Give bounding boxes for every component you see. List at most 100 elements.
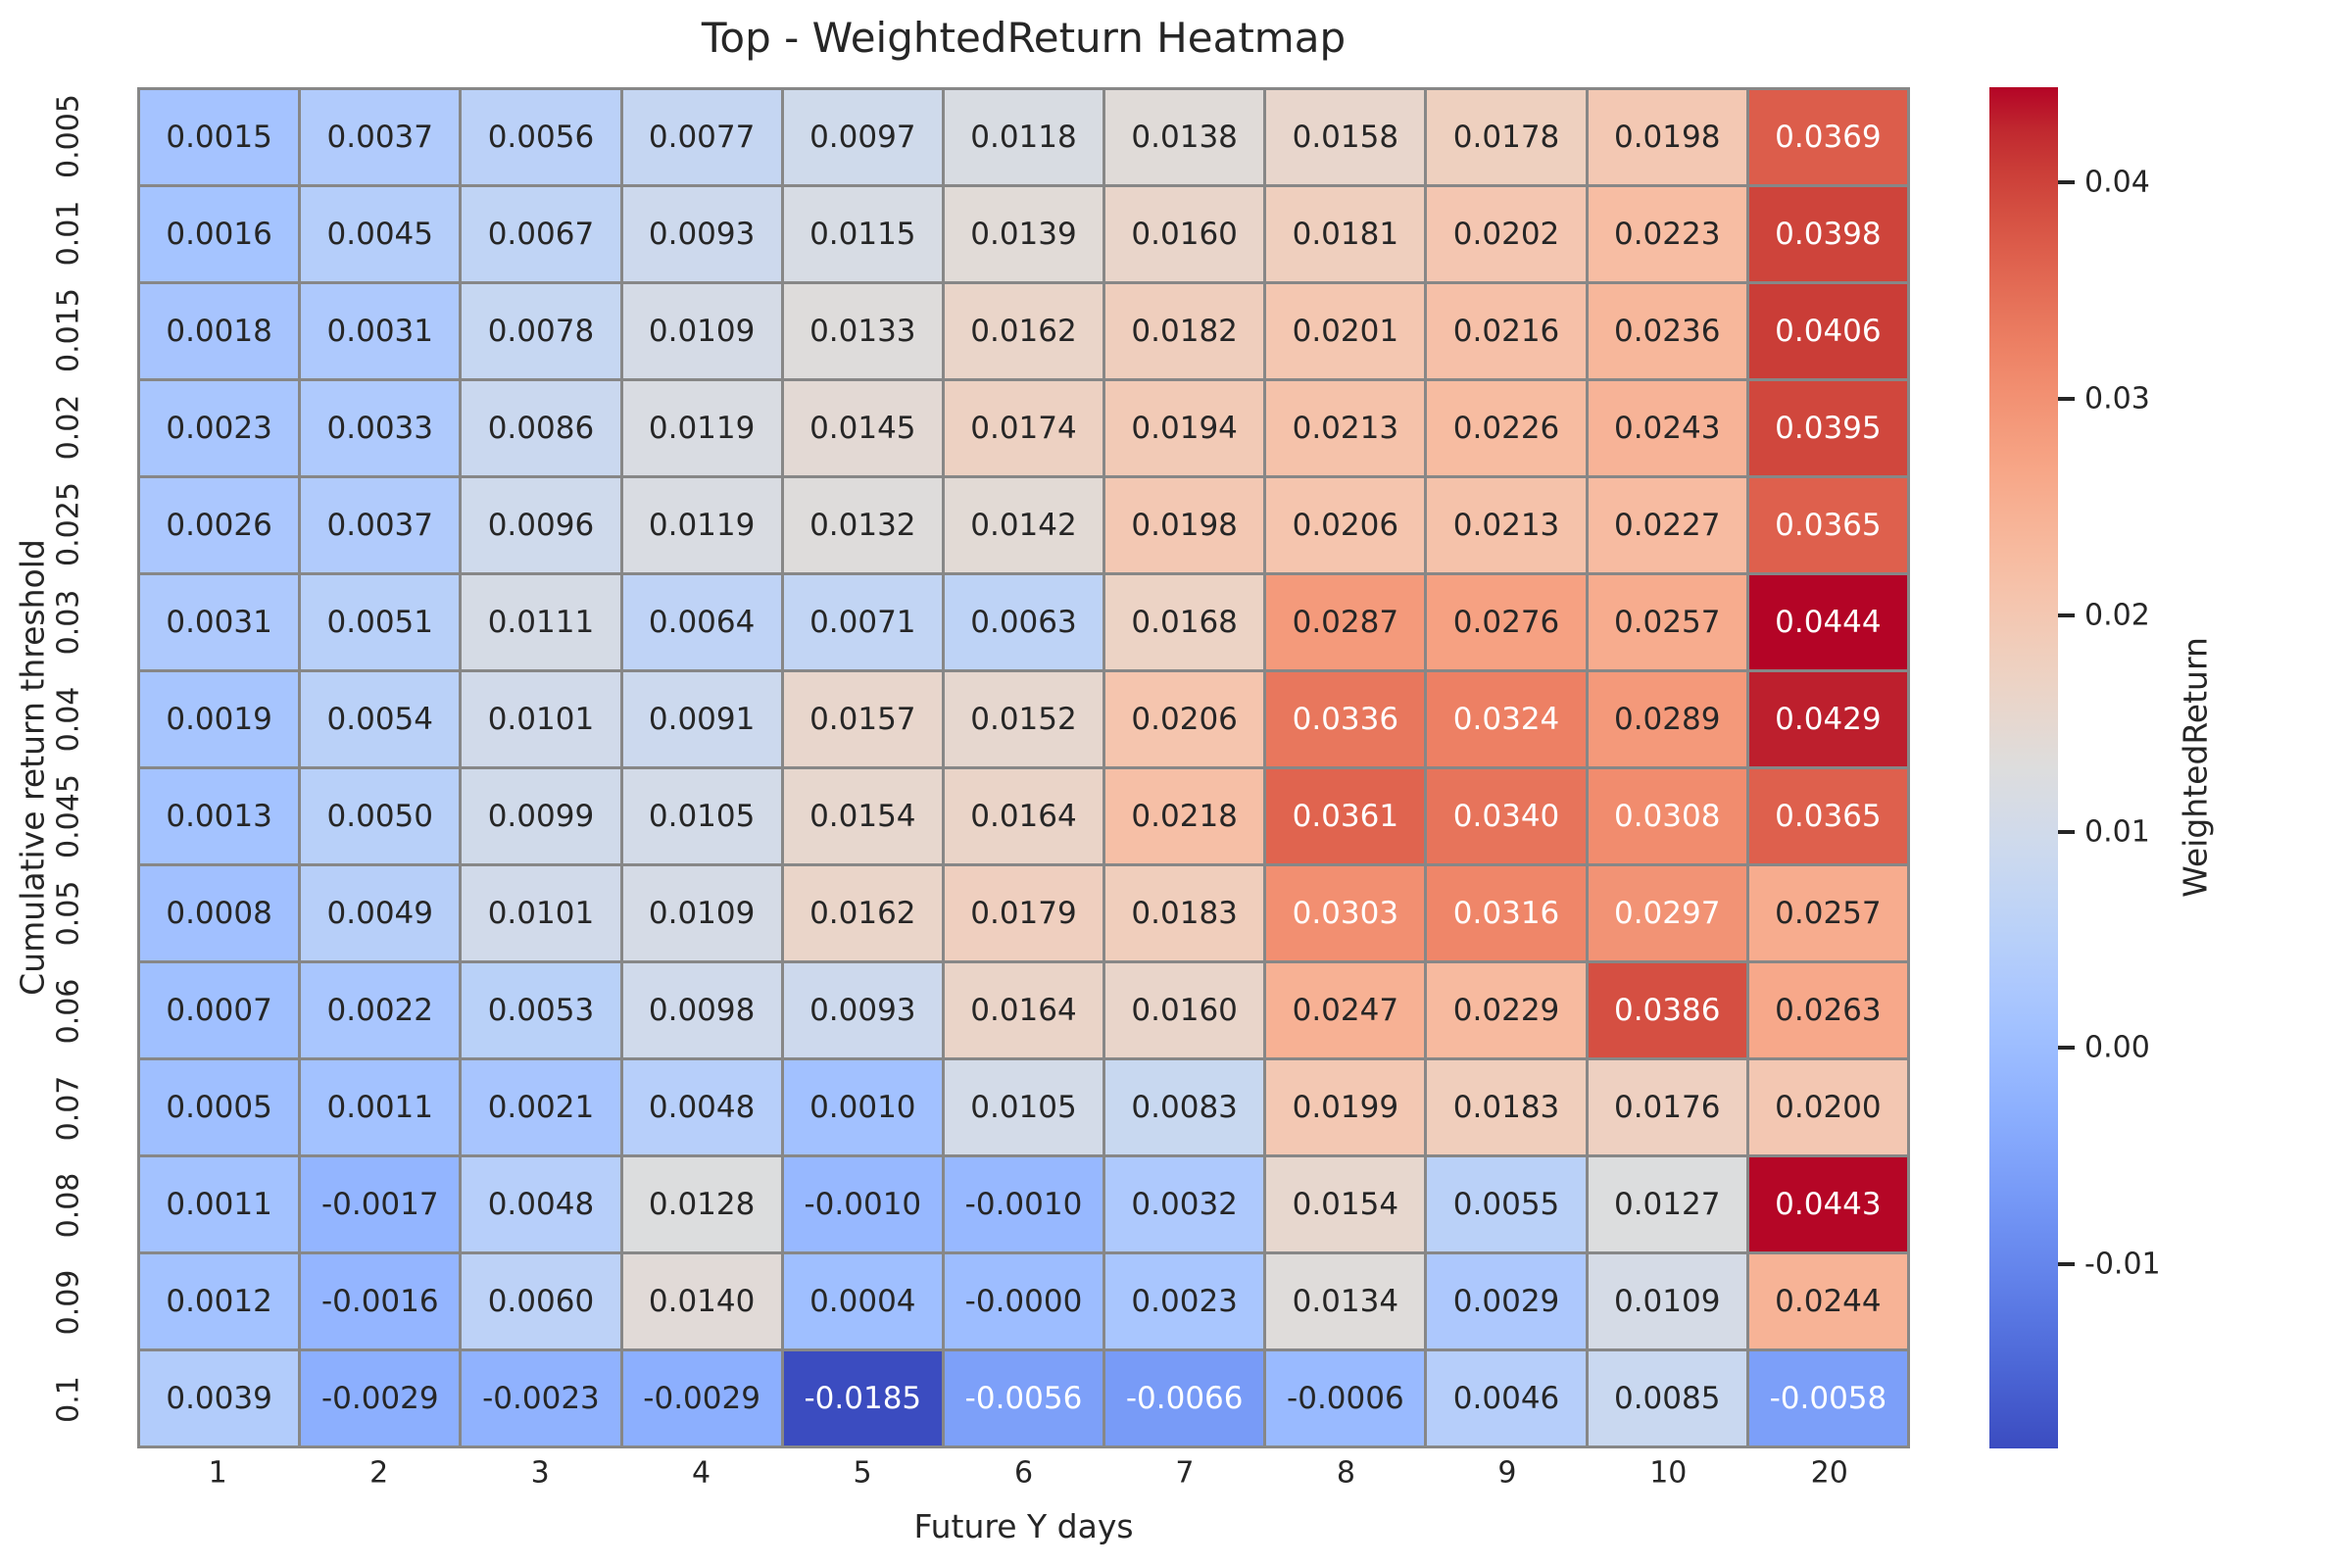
heatmap-cell: 0.0303 — [1266, 866, 1425, 960]
heatmap-cell: 0.0063 — [944, 575, 1103, 669]
heatmap-cell: 0.0011 — [301, 1060, 460, 1154]
colorbar-tick-label: 0.03 — [2084, 381, 2150, 416]
heatmap-cell: 0.0138 — [1105, 90, 1264, 184]
heatmap-cell: 0.0140 — [622, 1254, 781, 1348]
heatmap-cell: 0.0263 — [1748, 963, 1907, 1057]
x-tick-label: 1 — [208, 1455, 227, 1491]
heatmap-cell: 0.0206 — [1266, 478, 1425, 572]
x-tick-label: 20 — [1810, 1455, 1848, 1491]
y-tick-label: 0.02 — [51, 394, 86, 461]
y-tick-label: 0.1 — [51, 1376, 86, 1424]
heatmap-cell: 0.0016 — [140, 187, 299, 281]
heatmap-cell: 0.0168 — [1105, 575, 1264, 669]
heatmap-cell: 0.0181 — [1266, 187, 1425, 281]
heatmap-cell: 0.0160 — [1105, 963, 1264, 1057]
heatmap-grid: 0.0015 0.0037 0.0056 0.0077 0.0097 0.0118 0.01… — [137, 87, 1910, 1448]
heatmap-cell: 0.0139 — [944, 187, 1103, 281]
heatmap-cell: 0.0162 — [783, 866, 942, 960]
heatmap-cell: 0.0324 — [1427, 672, 1586, 766]
heatmap-cell: 0.0176 — [1588, 1060, 1746, 1154]
heatmap-cell: -0.0016 — [301, 1254, 460, 1348]
heatmap-cell: 0.0101 — [462, 866, 620, 960]
heatmap-cell: 0.0213 — [1266, 381, 1425, 475]
y-tick-label: 0.06 — [51, 978, 86, 1044]
heatmap-cell: 0.0085 — [1588, 1351, 1746, 1446]
heatmap-cell: 0.0158 — [1266, 90, 1425, 184]
y-axis-label: Cumulative return threshold — [13, 539, 52, 996]
heatmap-cell: 0.0026 — [140, 478, 299, 572]
heatmap-cell: -0.0017 — [301, 1157, 460, 1251]
heatmap-cell: 0.0160 — [1105, 187, 1264, 281]
heatmap-cell: 0.0152 — [944, 672, 1103, 766]
heatmap-cell: 0.0083 — [1105, 1060, 1264, 1154]
heatmap-cell: 0.0223 — [1588, 187, 1746, 281]
heatmap-cell: 0.0206 — [1105, 672, 1264, 766]
heatmap-cell: 0.0053 — [462, 963, 620, 1057]
heatmap-cell: 0.0093 — [783, 963, 942, 1057]
heatmap-cell: 0.0128 — [622, 1157, 781, 1251]
y-tick-label: 0.01 — [51, 200, 86, 267]
heatmap-cell: 0.0054 — [301, 672, 460, 766]
heatmap-cell: 0.0202 — [1427, 187, 1586, 281]
heatmap-cell: 0.0018 — [140, 284, 299, 378]
colorbar-tick-label: 0.00 — [2084, 1030, 2150, 1065]
heatmap-cell: 0.0198 — [1105, 478, 1264, 572]
heatmap-cell: 0.0443 — [1748, 1157, 1907, 1251]
heatmap-cell: 0.0134 — [1266, 1254, 1425, 1348]
heatmap-cell: 0.0049 — [301, 866, 460, 960]
heatmap-cell: 0.0019 — [140, 672, 299, 766]
heatmap-cell: 0.0008 — [140, 866, 299, 960]
colorbar-tick-mark — [2058, 612, 2075, 617]
y-tick-label: 0.03 — [51, 589, 86, 656]
heatmap-cell: 0.0119 — [622, 381, 781, 475]
heatmap-cell: -0.0006 — [1266, 1351, 1425, 1446]
y-tick-label: 0.005 — [51, 93, 86, 178]
heatmap-cell: 0.0045 — [301, 187, 460, 281]
heatmap-cell: 0.0060 — [462, 1254, 620, 1348]
heatmap-cell: 0.0297 — [1588, 866, 1746, 960]
heatmap-cell: 0.0213 — [1427, 478, 1586, 572]
heatmap-cell: 0.0097 — [783, 90, 942, 184]
y-tick-label: 0.015 — [51, 288, 86, 372]
heatmap-cell: 0.0395 — [1748, 381, 1907, 475]
colorbar-tick-mark — [2058, 1262, 2075, 1267]
heatmap-cell: 0.0365 — [1748, 478, 1907, 572]
heatmap-cell: 0.0164 — [944, 963, 1103, 1057]
heatmap-cell: 0.0013 — [140, 769, 299, 863]
heatmap-cell: 0.0091 — [622, 672, 781, 766]
heatmap-cell: -0.0000 — [944, 1254, 1103, 1348]
heatmap-cell: 0.0183 — [1105, 866, 1264, 960]
heatmap-cell: 0.0287 — [1266, 575, 1425, 669]
heatmap-cell: 0.0064 — [622, 575, 781, 669]
heatmap-cell: 0.0174 — [944, 381, 1103, 475]
heatmap-cell: 0.0429 — [1748, 672, 1907, 766]
heatmap-cell: 0.0179 — [944, 866, 1103, 960]
heatmap-cell: 0.0067 — [462, 187, 620, 281]
heatmap-cell: 0.0361 — [1266, 769, 1425, 863]
heatmap-cell: 0.0023 — [140, 381, 299, 475]
colorbar-tick-label: 0.01 — [2084, 814, 2150, 850]
heatmap-cell: 0.0022 — [301, 963, 460, 1057]
heatmap-cell: 0.0183 — [1427, 1060, 1586, 1154]
heatmap-cell: 0.0365 — [1748, 769, 1907, 863]
heatmap-cell: 0.0216 — [1427, 284, 1586, 378]
heatmap-cell: 0.0229 — [1427, 963, 1586, 1057]
heatmap-cell: 0.0247 — [1266, 963, 1425, 1057]
y-tick-label: 0.07 — [51, 1075, 86, 1142]
heatmap-cell: 0.0115 — [783, 187, 942, 281]
x-tick-label: 2 — [369, 1455, 389, 1491]
colorbar-tick-label: -0.01 — [2084, 1247, 2161, 1282]
heatmap-cell: 0.0098 — [622, 963, 781, 1057]
colorbar-tick-label: 0.04 — [2084, 165, 2150, 200]
heatmap-cell: 0.0010 — [783, 1060, 942, 1154]
heatmap-cell: 0.0099 — [462, 769, 620, 863]
heatmap-cell: 0.0037 — [301, 90, 460, 184]
y-tick-label: 0.05 — [51, 880, 86, 947]
heatmap-cell: 0.0198 — [1588, 90, 1746, 184]
heatmap-cell: 0.0005 — [140, 1060, 299, 1154]
heatmap-cell: 0.0257 — [1748, 866, 1907, 960]
heatmap-cell: 0.0007 — [140, 963, 299, 1057]
y-tick-label: 0.04 — [51, 686, 86, 753]
heatmap-cell: 0.0093 — [622, 187, 781, 281]
